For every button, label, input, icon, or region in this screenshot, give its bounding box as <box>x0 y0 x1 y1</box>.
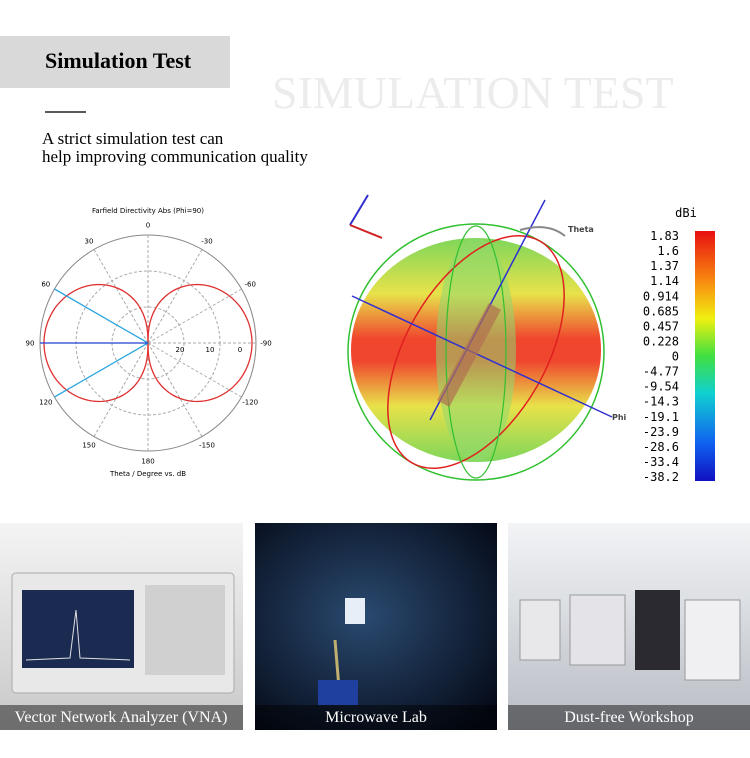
radial-label: 0 <box>238 346 242 354</box>
axis-label: Phi <box>612 413 627 422</box>
colorbar-label: -4.77 <box>643 365 679 379</box>
photo: Microwave Lab <box>255 523 497 730</box>
angle-label: 0 <box>146 222 150 230</box>
colorbar-label: -28.6 <box>643 440 679 454</box>
colorbar-label: 0.228 <box>643 334 679 348</box>
angle-label: -120 <box>242 399 258 407</box>
angle-label: 90 <box>26 340 35 348</box>
polar-spoke <box>147 249 203 344</box>
colorbar-label: 0.685 <box>643 304 679 318</box>
caption-bar <box>0 705 243 730</box>
colorbar-label: 1.6 <box>657 244 679 258</box>
caption: Microwave Lab <box>325 709 427 726</box>
trace <box>25 609 131 661</box>
machine <box>684 599 741 681</box>
colorbar-label: -23.9 <box>643 425 679 439</box>
ring <box>445 225 507 479</box>
title: Simulation Test <box>45 48 192 73</box>
antenna <box>436 303 502 407</box>
colorbar-label: -9.54 <box>643 380 679 394</box>
angle-label: -30 <box>201 237 212 245</box>
colorbar-label: 1.14 <box>650 274 679 288</box>
caption-bar <box>508 705 750 730</box>
axis-label: Theta <box>568 225 594 234</box>
colorbar-label: 1.37 <box>650 259 679 273</box>
keypad <box>145 585 225 675</box>
colorbar-label: 0 <box>672 350 679 364</box>
polar-spoke <box>93 342 149 437</box>
polar-plot: Farfield Directivity Abs (Phi=90) Theta … <box>26 207 272 478</box>
caption: Dust-free Workshop <box>564 709 694 726</box>
colorbar-label: -33.4 <box>643 455 679 469</box>
angle-label: 150 <box>82 442 95 450</box>
photo: Vector Network Analyzer (VNA) <box>0 523 243 730</box>
angle-label: 120 <box>39 399 52 407</box>
angle-label: 60 <box>41 281 50 289</box>
polar-spoke <box>147 342 203 437</box>
beam-line <box>54 288 149 344</box>
colorbar-label: 1.83 <box>650 229 679 243</box>
axis <box>351 295 613 418</box>
polar-axis-label: Theta / Degree vs. dB <box>109 470 186 478</box>
watermark: SIMULATION TEST <box>272 67 674 118</box>
lab-light <box>345 598 365 624</box>
polar-title: Farfield Directivity Abs (Phi=90) <box>92 207 204 215</box>
polar-spoke <box>93 249 149 344</box>
colorbar-unit: dBi <box>675 206 697 220</box>
angle-label: 30 <box>85 237 94 245</box>
polar-spoke <box>147 342 242 398</box>
angle-label: -60 <box>244 281 255 289</box>
colorbar-label: -38.2 <box>643 470 679 484</box>
colorbar-label: 0.457 <box>643 319 679 333</box>
triad <box>349 224 383 239</box>
photo-bg <box>255 523 497 730</box>
machine <box>569 594 626 666</box>
colorbar-label: 0.914 <box>643 289 679 303</box>
header-box <box>0 36 230 88</box>
polar-spoke <box>147 288 242 344</box>
description: A strict simulation test can <box>42 129 224 148</box>
angle-label: 180 <box>141 458 154 466</box>
machine <box>519 599 561 661</box>
triad <box>349 194 369 226</box>
description: help improving communication quality <box>42 147 308 166</box>
photo: Dust-free Workshop <box>508 523 750 730</box>
angle-label: -150 <box>199 442 215 450</box>
theta-arrow <box>519 226 566 237</box>
caption-bar <box>255 705 497 730</box>
pattern-3d: Theta Phi dBi 1.831.61.371.140.9140.6850… <box>347 194 715 484</box>
ring <box>387 235 565 469</box>
colorbar <box>695 231 715 481</box>
radial-label: 20 <box>176 346 185 354</box>
radial-label: 10 <box>206 346 215 354</box>
absorber <box>318 680 358 705</box>
ring <box>347 223 605 481</box>
angle-label: -90 <box>260 340 271 348</box>
machine <box>635 590 680 670</box>
colorbar-label: -14.3 <box>643 395 679 409</box>
beam-line <box>54 342 149 398</box>
colorbar-label: -19.1 <box>643 410 679 424</box>
caption: Vector Network Analyzer (VNA) <box>15 709 228 726</box>
